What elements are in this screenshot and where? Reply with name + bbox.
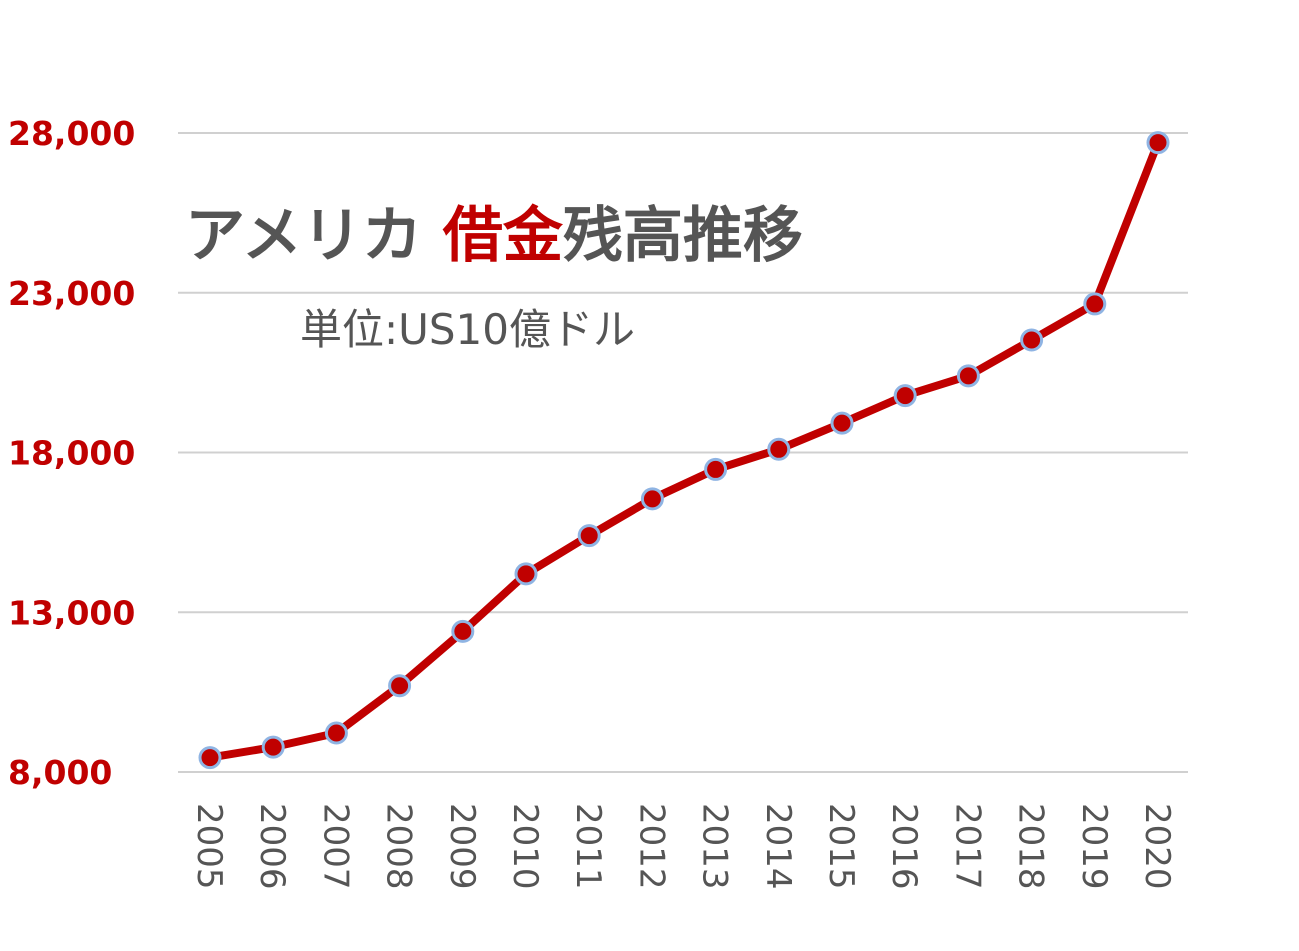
- data-point-2015: [830, 411, 854, 435]
- x-tick-label: 2007: [315, 803, 355, 890]
- data-point-2014: [767, 437, 791, 461]
- series-line: [206, 138, 1162, 762]
- x-tick-label: 2016: [884, 803, 924, 890]
- data-point-2008: [388, 674, 412, 698]
- x-tick-label: 2020: [1137, 803, 1177, 890]
- y-tick-label: 13,000: [8, 593, 135, 632]
- y-axis-tick-labels: 8,000 13,000 18,000 23,000 28,000: [8, 114, 135, 792]
- chart-unit-subtitle: 単位:US10億ドル: [300, 305, 635, 354]
- data-point-2020: [1146, 131, 1170, 155]
- data-point-2019: [1083, 292, 1107, 316]
- data-point-2016: [893, 384, 917, 408]
- x-tick-label: 2017: [947, 803, 987, 890]
- data-point-2009: [451, 619, 475, 643]
- x-tick-label: 2005: [189, 803, 229, 890]
- title-part-trend: 残高推移: [563, 201, 803, 271]
- data-point-2011: [577, 524, 601, 548]
- y-tick-label: 28,000: [8, 114, 135, 153]
- x-tick-label: 2009: [442, 803, 482, 890]
- x-tick-label: 2013: [695, 803, 735, 890]
- gridlines: [178, 132, 1188, 773]
- y-tick-label: 23,000: [8, 274, 135, 313]
- y-tick-label: 18,000: [8, 434, 135, 473]
- chart-title: アメリカ 借金残高推移: [185, 201, 803, 271]
- x-tick-label: 2012: [631, 803, 671, 890]
- data-point-2010: [514, 562, 538, 586]
- x-tick-label: 2018: [1011, 803, 1051, 890]
- data-point-2013: [704, 457, 728, 481]
- x-tick-label: 2011: [568, 803, 608, 890]
- title-part-country: アメリカ: [185, 201, 443, 271]
- title-part-debt: 借金: [442, 201, 564, 271]
- y-tick-label: 8,000: [8, 753, 112, 792]
- data-point-2012: [640, 487, 664, 511]
- x-tick-label: 2006: [252, 803, 292, 890]
- data-point-2005: [198, 746, 222, 770]
- x-tick-label: 2010: [505, 803, 545, 890]
- x-tick-label: 2014: [758, 803, 798, 890]
- x-tick-label: 2019: [1074, 803, 1114, 890]
- x-axis-tick-labels: 2005 2006 2007 2008 2009 2010 2011 2012 2013 2014…: [189, 803, 1177, 890]
- data-point-2018: [1020, 328, 1044, 352]
- x-tick-label: 2008: [379, 803, 419, 890]
- data-point-2007: [324, 721, 348, 745]
- x-tick-label: 2015: [821, 803, 861, 890]
- data-point-2006: [261, 735, 285, 759]
- data-point-2017: [956, 364, 980, 388]
- series-debt: [198, 131, 1170, 770]
